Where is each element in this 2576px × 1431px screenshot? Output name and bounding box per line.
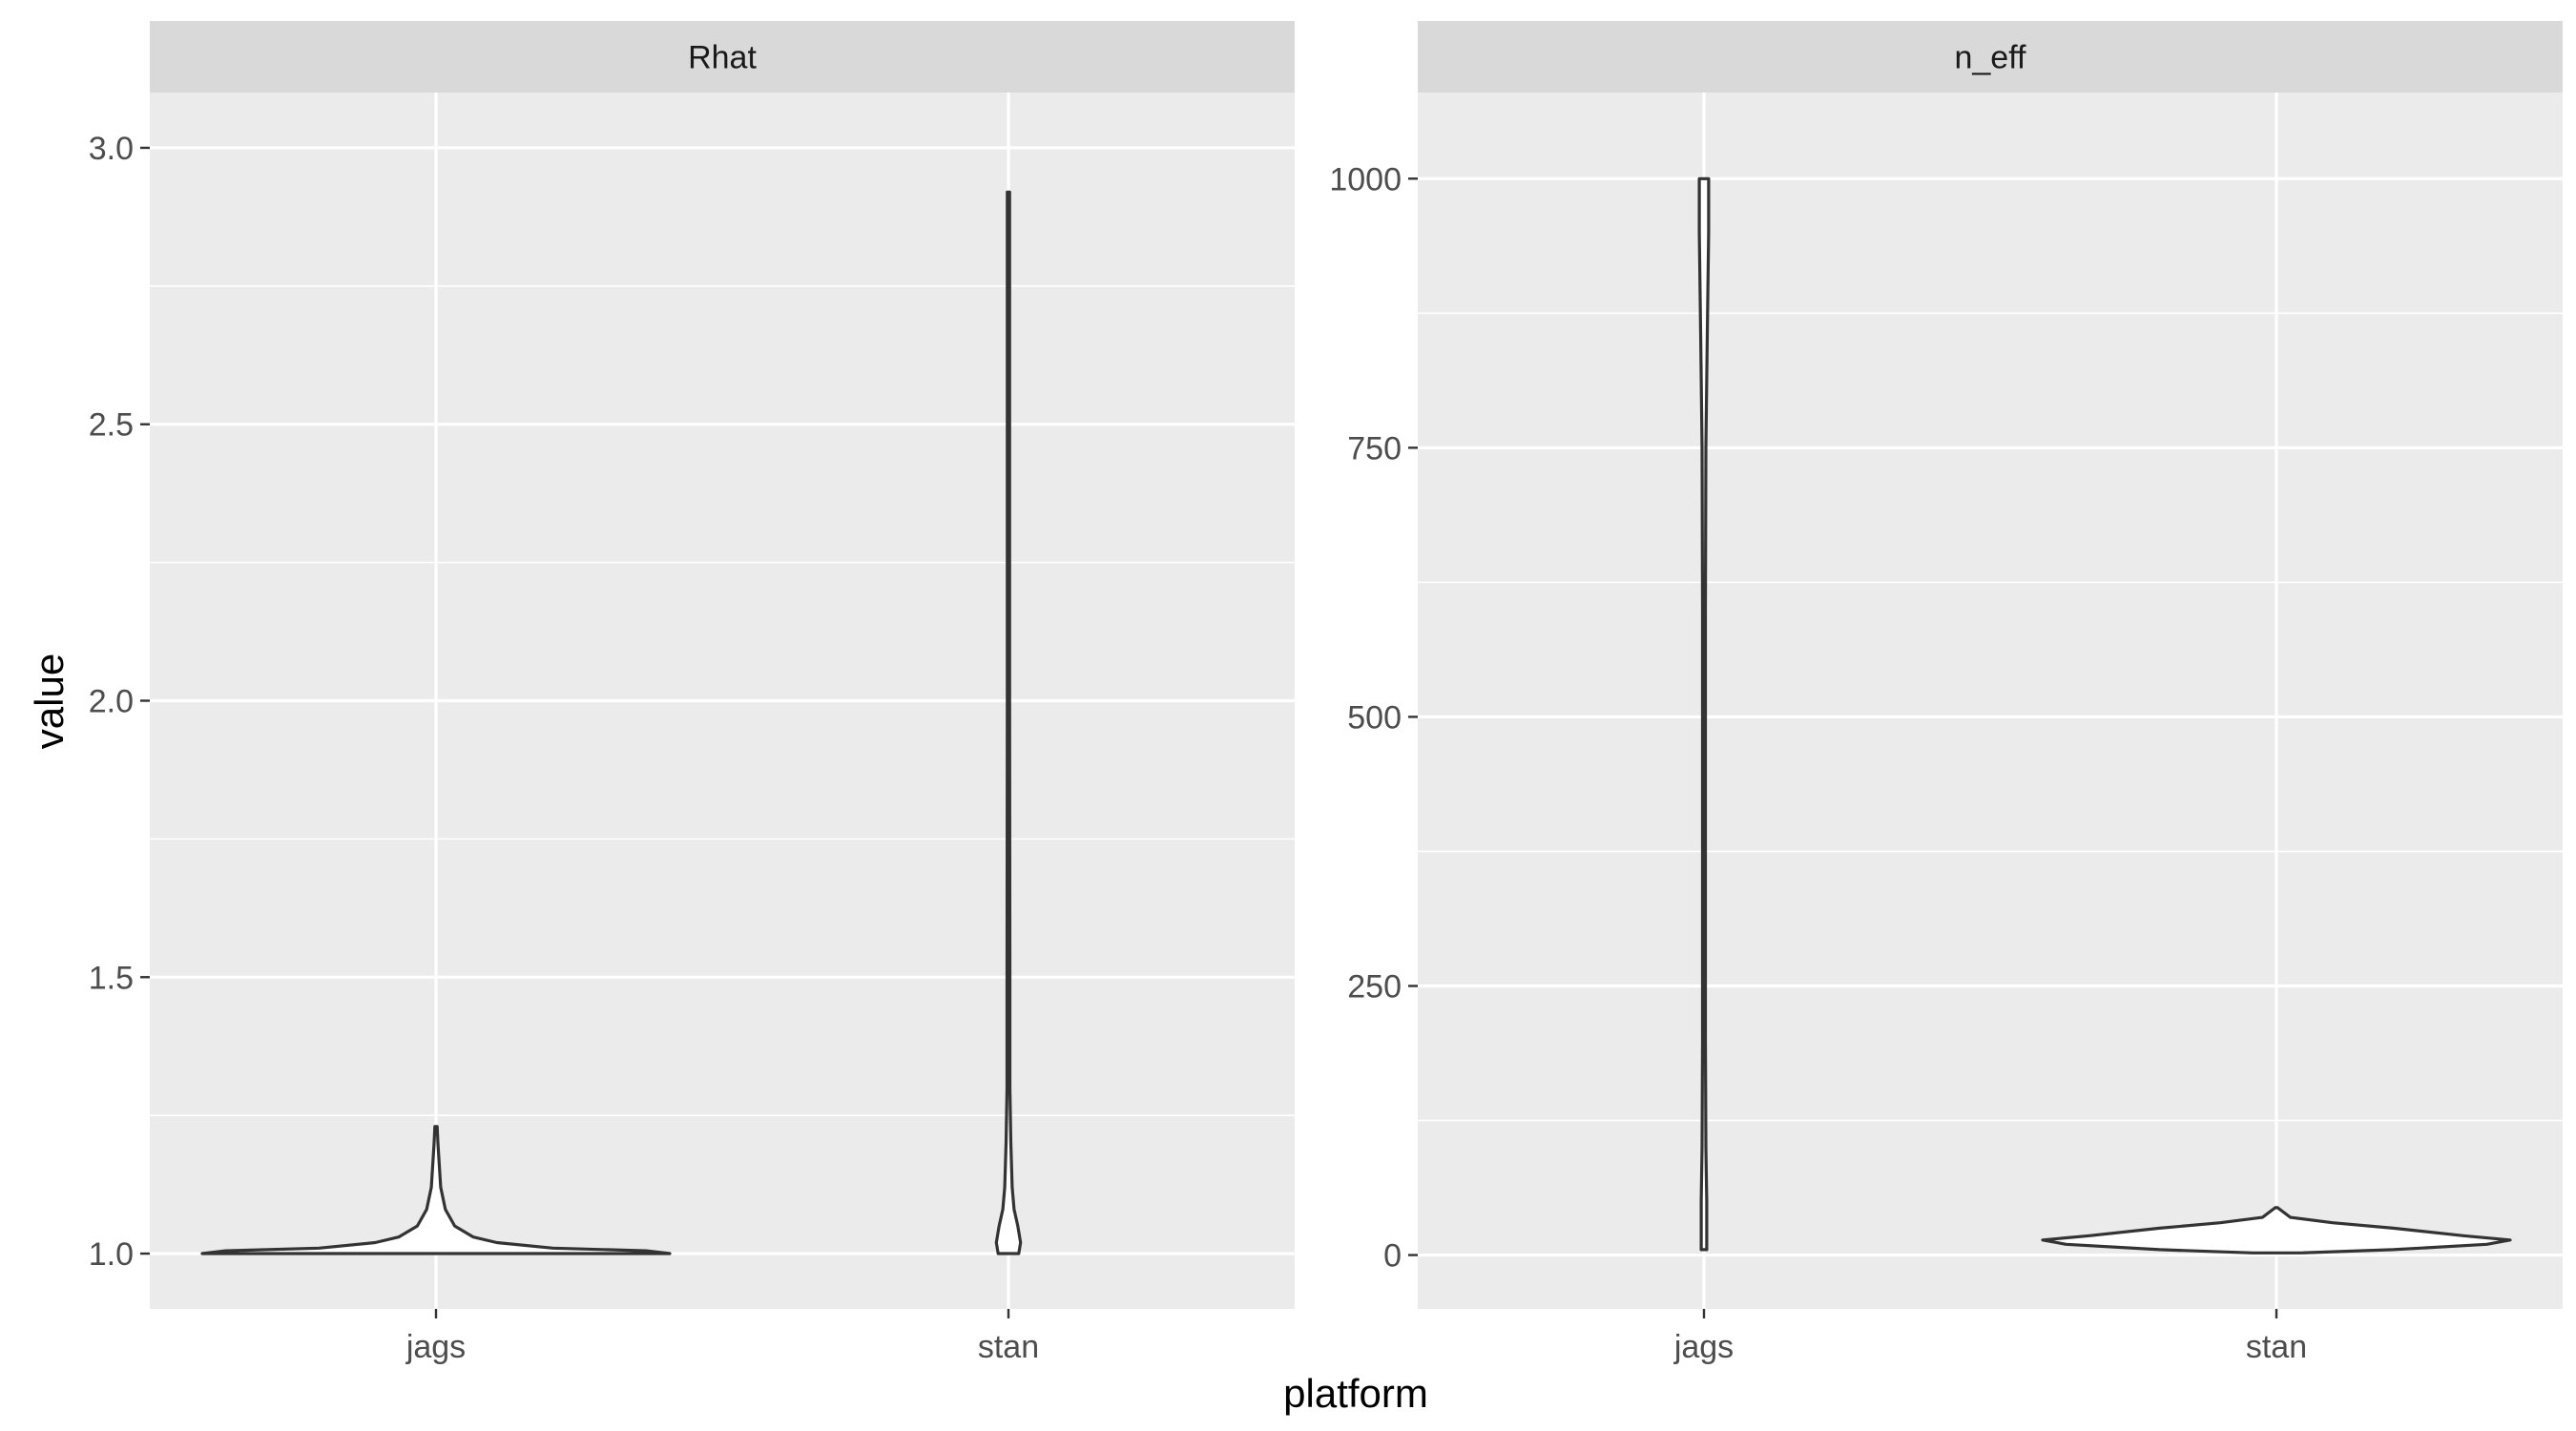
panel-background xyxy=(1418,93,2563,1309)
x-axis-title: platform xyxy=(1283,1371,1428,1416)
facet-strip-label: n_eff xyxy=(1954,40,2026,76)
x-tick-label-stan: stan xyxy=(2246,1329,2307,1365)
violin-n-eff-jags xyxy=(1697,176,1711,1252)
facet-strip xyxy=(1418,21,2563,93)
y-tick-label: 250 xyxy=(1347,969,1402,1006)
violin-rhat-stan xyxy=(994,190,1023,1255)
y-tick-label: 1000 xyxy=(1329,161,1402,197)
y-tick-label: 2.5 xyxy=(89,407,134,444)
y-tick-label: 2.0 xyxy=(89,684,134,720)
x-tick-label-jags: jags xyxy=(405,1329,466,1365)
facet-panel-n-eff: n_eff 0 250 500 750 1000 jags stan xyxy=(1329,21,2563,1365)
x-tick-label-stan: stan xyxy=(978,1329,1039,1365)
y-axis-title: value xyxy=(27,653,72,749)
y-tick-label: 3.0 xyxy=(89,131,134,167)
violin-rhat-jags xyxy=(200,1125,672,1255)
y-tick-label: 500 xyxy=(1347,699,1402,736)
y-tick-label: 1.5 xyxy=(89,960,134,996)
x-tick-label-jags: jags xyxy=(1673,1329,1734,1365)
y-tick-label: 1.0 xyxy=(89,1236,134,1273)
facet-strip xyxy=(150,21,1295,93)
violin-n-eff-stan xyxy=(2041,1206,2512,1255)
y-tick-label: 0 xyxy=(1383,1238,1402,1275)
y-tick-label: 750 xyxy=(1347,430,1402,467)
facet-strip-label: Rhat xyxy=(688,40,757,76)
facet-panel-rhat: Rhat 1.0 1.5 2.0 2.5 3.0 jags stan xyxy=(89,21,1295,1365)
